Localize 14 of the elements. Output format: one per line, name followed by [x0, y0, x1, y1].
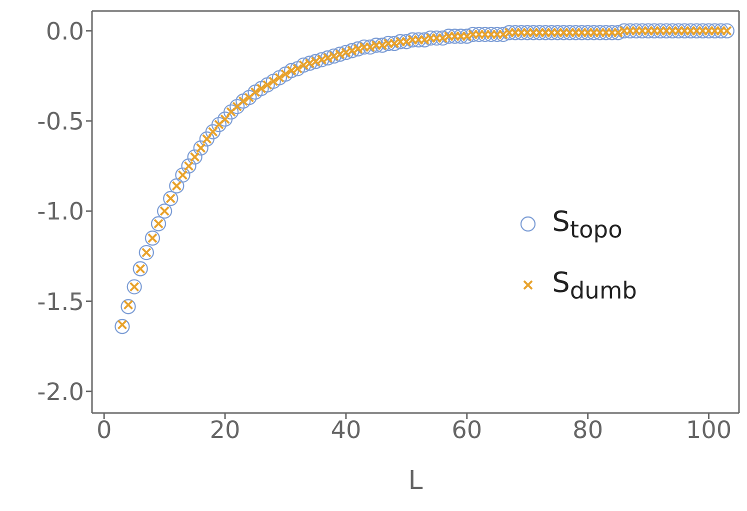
- x-tick-label: 80: [572, 416, 604, 444]
- x-axis-title: L: [408, 466, 424, 496]
- x-tick-label: 100: [686, 416, 732, 444]
- x-tick-label: 40: [330, 416, 362, 444]
- x-tick-label: 20: [210, 416, 240, 444]
- y-tick-label: 0.0: [46, 17, 84, 46]
- x-tick-label: 0: [96, 416, 112, 444]
- legend-label: S$_{topo}$: [552, 205, 622, 244]
- y-tick-label: -0.5: [37, 107, 84, 136]
- y-tick-label: -1.5: [37, 288, 84, 316]
- legend-label: S$_{dumb}$: [552, 266, 637, 304]
- x-tick-label: 60: [452, 416, 482, 444]
- y-tick-label: -2.0: [37, 378, 84, 406]
- y-tick-label: -1.0: [37, 198, 84, 226]
